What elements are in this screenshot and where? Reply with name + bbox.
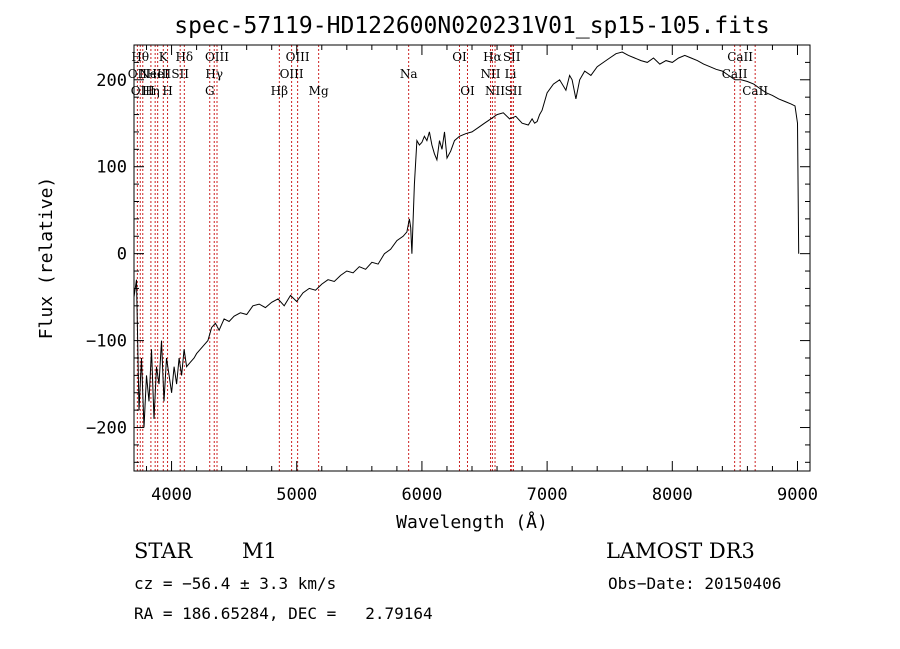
spectral-line-label: CaII (727, 50, 753, 64)
spectral-line-label: G (205, 84, 215, 98)
spectral-line-label: CaII (742, 84, 768, 98)
spectral-line-label: Mg (309, 84, 329, 98)
x-axis-title: Wavelength (Å) (396, 511, 548, 533)
spectral-line-label: OIII (205, 50, 229, 64)
velocity-readout: cz = −56.4 ± 3.3 km/s (134, 574, 337, 593)
y-axis-title: Flux (relative) (36, 177, 57, 340)
object-subclass: M1 (242, 539, 277, 563)
spectral-line-labels: OIIHθOIIIHηNeIIIHeIKHSIIHδGHγOIIIHβOIIIO… (128, 50, 769, 98)
plot-frame (133, 44, 811, 472)
spectral-line-label: HeI (147, 67, 170, 81)
spectral-line-label: Hθ (131, 50, 149, 64)
spectral-line-label: SII (171, 67, 189, 81)
spectral-line-label: OII (128, 67, 148, 81)
chart-title: spec-57119-HD122600N020231V01_sp15-105.f… (174, 13, 769, 39)
x-tick-label: 6000 (401, 485, 442, 505)
coordinates-readout: RA = 186.65284, DEC = 2.79164 (134, 604, 433, 623)
x-tick-label: 7000 (527, 485, 568, 505)
y-tick-label: 100 (96, 158, 127, 178)
spectral-line-label: OIII (280, 67, 304, 81)
y-tick-label: −100 (86, 332, 127, 352)
spectral-line-label: H (162, 84, 172, 98)
spectral-line-label: SII (503, 50, 521, 64)
spectral-line-label: NII (481, 67, 501, 81)
x-tick-label: 9000 (777, 485, 818, 505)
spectral-line-label: CaII (722, 67, 748, 81)
spectral-line-label: NeIII (139, 67, 171, 81)
spectral-line-label: Hη (142, 84, 160, 98)
y-axis-ticks: −200 −100 0 100 200 (86, 44, 810, 463)
spectral-line-label: Hγ (205, 67, 223, 81)
spectral-line-label: Hα (483, 50, 502, 64)
spectral-line-label: OIII (286, 50, 310, 64)
spectral-line-label: SII (505, 84, 523, 98)
y-tick-label: 0 (117, 245, 127, 265)
spectrum-line (133, 51, 800, 428)
observation-date: Obs−Date: 20150406 (608, 574, 782, 593)
x-axis-ticks: 4000 5000 6000 7000 8000 9000 (146, 45, 818, 505)
object-class: STAR (134, 539, 193, 563)
spectral-line-label: OI (460, 84, 475, 98)
spectral-line-label: Na (400, 67, 418, 81)
y-tick-label: −200 (86, 419, 127, 439)
spectral-line-label: OI (452, 50, 467, 64)
spectral-line-label: OIII (131, 84, 155, 98)
y-tick-label: 200 (96, 71, 127, 91)
survey-name: LAMOST DR3 (606, 539, 755, 563)
spectral-line-label: NII (485, 84, 505, 98)
x-tick-label: 8000 (652, 485, 693, 505)
spectral-line-markers (136, 45, 756, 471)
spectral-line-label: Hβ (271, 84, 288, 98)
spectral-line-label: Li (505, 67, 517, 81)
spectral-line-label: Hδ (175, 50, 193, 64)
spectral-line-label: K (159, 50, 169, 64)
x-tick-label: 4000 (151, 485, 192, 505)
x-tick-label: 5000 (276, 485, 317, 505)
